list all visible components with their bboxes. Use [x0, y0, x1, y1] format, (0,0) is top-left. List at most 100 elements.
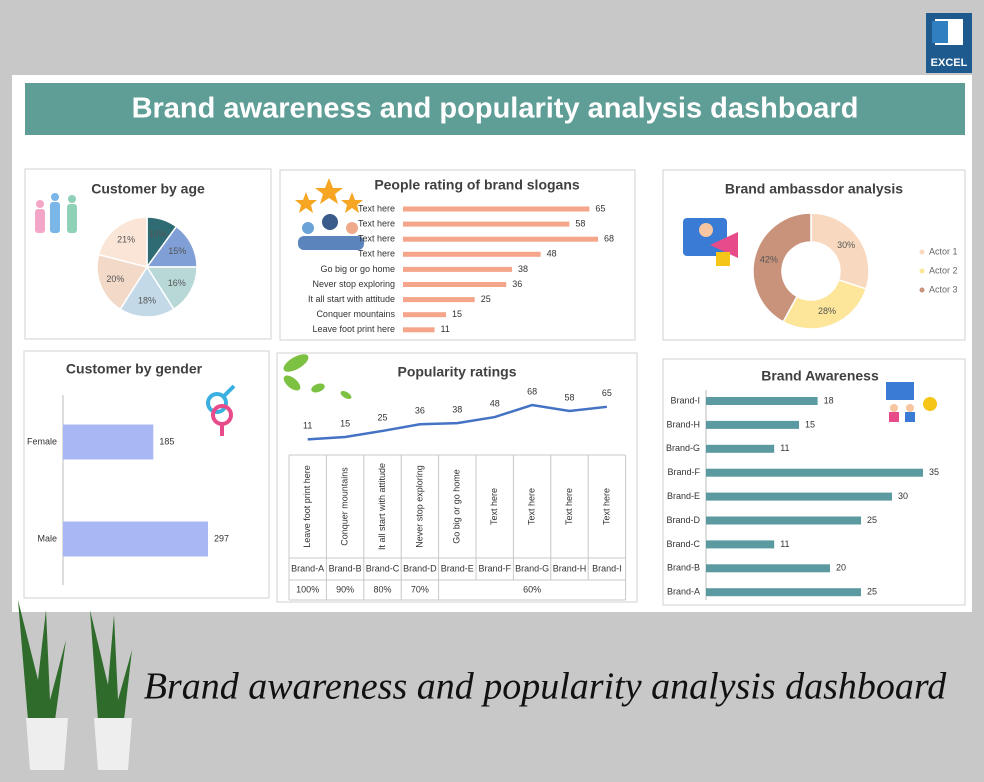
chart-title: Customer by age [91, 181, 205, 197]
group-label: 60% [523, 584, 541, 594]
data-label: 65 [602, 388, 612, 398]
bar [403, 266, 512, 272]
category-label: Text here [358, 249, 395, 259]
card [276, 352, 638, 603]
data-label: 30% [837, 240, 855, 250]
slice [97, 216, 148, 268]
bar [403, 221, 570, 227]
x-tick-label: Text here [564, 488, 574, 525]
category-label: It all start with attitude [308, 294, 395, 304]
data-label: 38 [518, 264, 528, 274]
slice [752, 212, 812, 323]
bar [706, 420, 799, 429]
category-label: Female [27, 436, 57, 446]
excel-logo-text: EXCEL [931, 57, 968, 69]
bar [403, 206, 590, 212]
x-tick-label: It all start with attitude [377, 463, 387, 550]
data-label: 48 [490, 398, 500, 408]
slice [145, 266, 198, 311]
x-tick-label: Go big or go home [452, 469, 462, 544]
brand-label: Brand-F [478, 563, 511, 573]
x-tick-label: Text here [601, 488, 611, 525]
bar [403, 251, 541, 257]
category-label: Male [37, 533, 57, 543]
people-icon [35, 193, 77, 233]
category-label: Brand-I [670, 395, 700, 405]
gender-icon [206, 384, 236, 436]
data-label: 35 [929, 467, 939, 477]
legend-label: Actor 1 [929, 246, 958, 256]
x-tick-label: Never stop exploring [414, 465, 424, 548]
data-label: 68 [604, 234, 614, 244]
data-label: 15 [805, 419, 815, 429]
group-label: 80% [373, 584, 391, 594]
data-label: 18 [824, 395, 834, 405]
category-label: Brand-A [667, 587, 700, 597]
brand-label: Brand-G [515, 563, 549, 573]
category-label: Conquer mountains [316, 309, 395, 319]
data-label: 68 [527, 386, 537, 396]
data-label: 65 [595, 203, 605, 213]
slice [119, 265, 175, 318]
header-title: Brand awareness and popularity analysis … [132, 93, 859, 125]
data-label: 18% [138, 295, 156, 305]
data-label: 30 [898, 491, 908, 501]
megaphone-icon [683, 218, 738, 266]
x-tick-label: Text here [526, 488, 536, 525]
stars-icon [295, 178, 364, 250]
data-label: 38 [452, 404, 462, 414]
bar [706, 492, 892, 501]
bar [706, 588, 861, 597]
chart-title: Customer by gender [66, 361, 203, 377]
chart-title: People rating of brand slogans [374, 177, 580, 193]
brand-label: Brand-H [553, 563, 587, 573]
group-label: 90% [336, 584, 354, 594]
data-label: 58 [575, 218, 585, 228]
chart-title: Popularity ratings [397, 364, 516, 380]
bar [403, 236, 598, 242]
plants-icon [18, 600, 132, 770]
data-label: 11 [303, 421, 312, 431]
bar [403, 327, 435, 333]
x-tick-label: Text here [489, 488, 499, 525]
data-label: 25 [867, 587, 877, 597]
data-label: 25 [867, 515, 877, 525]
slice [96, 253, 149, 311]
data-label: 185 [159, 436, 174, 446]
legend-swatch [919, 268, 925, 274]
category-label: Never stop exploring [312, 279, 395, 289]
category-label: Brand-F [667, 467, 700, 477]
category-label: Brand-C [666, 539, 700, 549]
chart-title: Brand ambassdor analysis [725, 181, 903, 197]
bar [706, 468, 923, 477]
bar [63, 521, 208, 557]
bar [706, 516, 861, 525]
category-label: Leave foot print here [312, 324, 395, 334]
category-label: Text here [358, 203, 395, 213]
chart-title: Brand Awareness [761, 368, 879, 384]
data-label: 16% [168, 278, 186, 288]
legend-label: Actor 2 [929, 265, 958, 275]
data-label: 21% [117, 235, 135, 245]
bar [403, 312, 447, 318]
slice [810, 212, 870, 290]
bar [63, 424, 154, 460]
data-label: 11 [780, 539, 789, 549]
category-label: Brand-B [667, 563, 700, 573]
data-label: 36 [415, 406, 425, 416]
group-label: 100% [296, 584, 319, 594]
slice [782, 279, 868, 330]
bar [403, 297, 475, 303]
data-label: 25 [481, 294, 491, 304]
category-label: Go big or go home [320, 264, 395, 274]
data-label: 15 [452, 309, 462, 319]
leaves-icon [283, 354, 352, 399]
bar [403, 282, 507, 287]
header-bar [25, 83, 965, 135]
data-label: 10% [148, 229, 166, 239]
brand-label: Brand-C [366, 563, 400, 573]
data-label: 297 [214, 533, 229, 543]
category-label: Brand-E [667, 491, 700, 501]
data-label: 15% [168, 246, 186, 256]
